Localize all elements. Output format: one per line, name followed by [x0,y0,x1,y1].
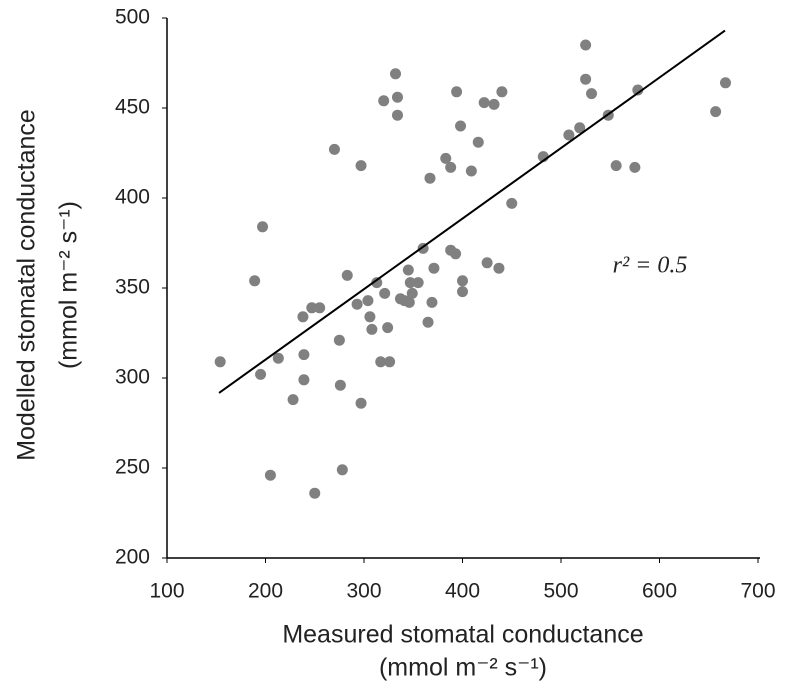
point [298,374,310,386]
point [574,122,586,134]
point [426,296,438,308]
x-tick-label: 700 [740,580,775,603]
point [309,487,321,499]
point [424,172,436,184]
y-tick-label: 400 [115,186,150,209]
trendline [218,29,726,394]
point [375,356,387,368]
point [297,311,309,323]
point [445,161,457,173]
point [403,296,415,308]
point [366,323,378,335]
point [478,97,490,109]
point [506,197,518,209]
point [472,136,484,148]
point [719,77,731,89]
point [351,298,363,310]
point [355,160,367,172]
point [249,275,261,287]
point [610,160,622,172]
y-tick-label: 250 [115,456,150,479]
x-tick-label: 400 [445,580,480,603]
y-tick-label: 200 [115,546,150,569]
point [364,311,376,323]
point [629,161,641,173]
point [362,295,374,307]
annotation: r² = 0.5 [613,253,688,279]
point [481,257,493,269]
point [457,286,468,298]
point [384,356,396,368]
point [496,86,508,98]
point [412,277,424,289]
point [580,39,592,51]
point [333,334,345,346]
point [391,91,403,103]
point [391,109,403,121]
point [255,368,267,380]
x-axis-unit: (mmol m⁻² s⁻¹) [379,654,547,682]
y-tick-label: 300 [115,366,150,389]
point [378,95,390,107]
point [341,269,353,281]
point [287,394,299,406]
x-tick-label: 100 [149,580,184,603]
point [306,302,318,314]
point [406,287,418,299]
point [371,277,383,289]
point [422,316,434,328]
point [390,68,402,80]
y-tick-label: 500 [115,6,150,29]
x-tick-label: 300 [346,580,381,603]
point [632,84,644,96]
point [382,322,394,334]
point [428,262,440,274]
point [580,73,592,85]
y-tick-label: 350 [115,276,150,299]
point [455,120,467,132]
point [298,349,310,361]
point [457,275,468,287]
point [257,221,269,233]
point [710,106,722,118]
point [328,143,340,155]
x-tick-label: 600 [642,580,677,603]
x-axis-title: Measured stomatal conductance [282,621,643,649]
point [493,262,505,274]
point [214,356,226,368]
x-tick-label: 200 [248,580,283,603]
point [334,379,346,391]
point [314,302,326,314]
y-axis-unit: (mmol m⁻² s⁻¹) [55,201,83,369]
point [488,98,500,110]
point [404,277,416,289]
point [355,397,367,409]
y-axis-title: Modelled stomatal conductance [13,109,41,461]
y-tick-label: 450 [115,96,150,119]
point [336,464,348,476]
x-tick-label: 500 [543,580,578,603]
point [450,248,462,260]
point [451,86,463,98]
point [586,88,598,100]
point [402,264,414,276]
point [465,165,477,177]
point [264,469,276,481]
point [379,287,391,299]
point [272,352,284,364]
point [440,152,452,164]
point [563,129,575,141]
